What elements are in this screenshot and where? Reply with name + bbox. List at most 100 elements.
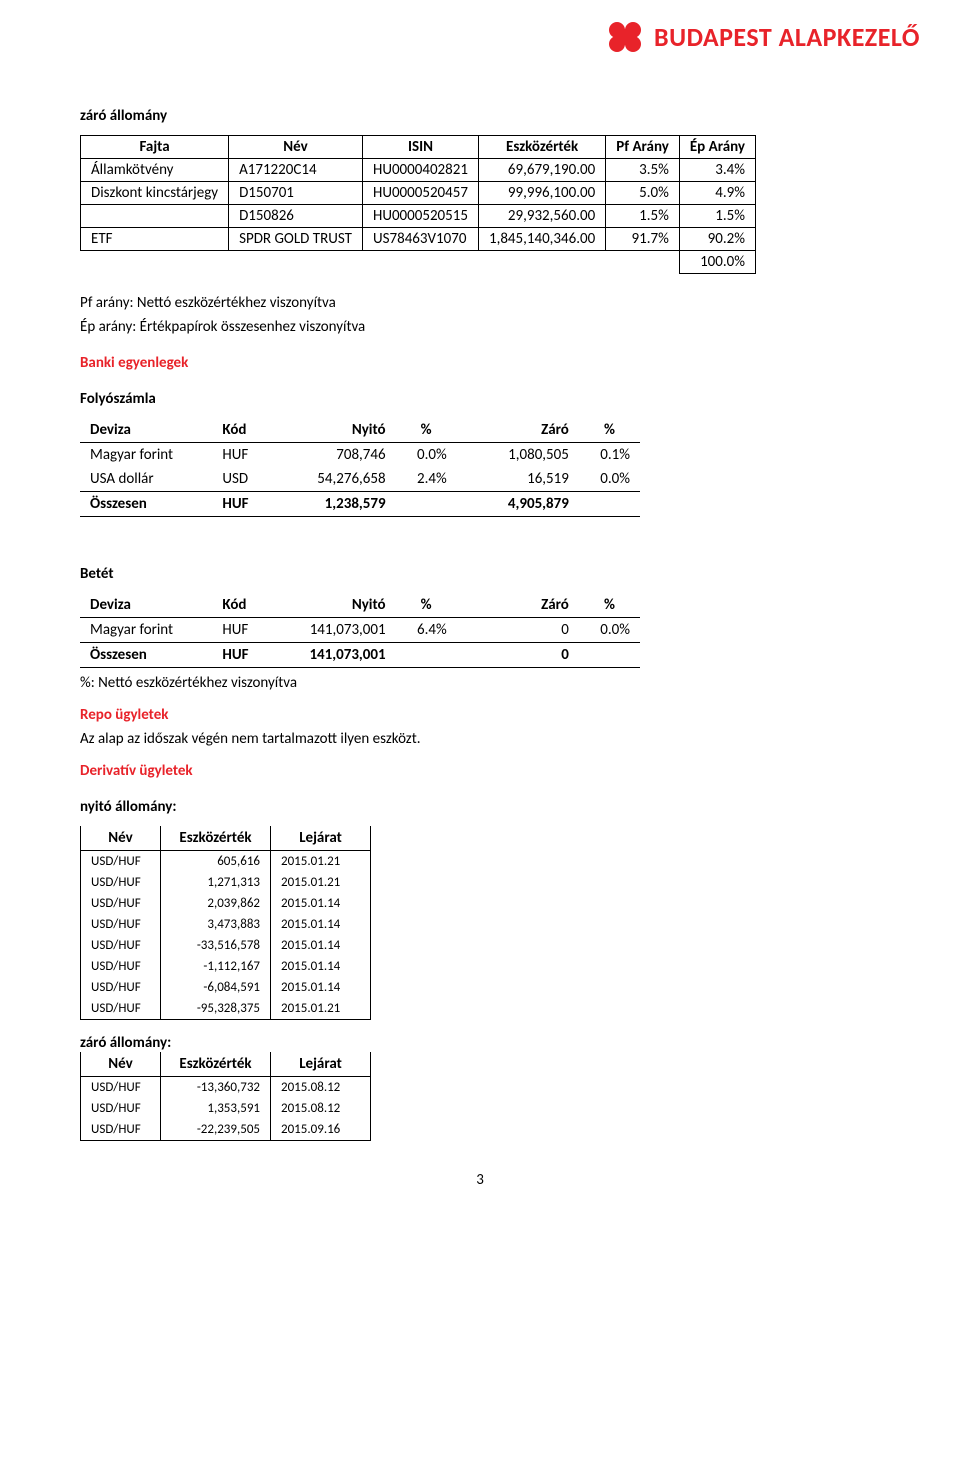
table-header-row: Név Eszközérték Lejárat — [81, 1052, 371, 1077]
cell-lej: 2015.01.21 — [271, 851, 371, 873]
col-lej: Lejárat — [271, 1052, 371, 1077]
col-nev: Név — [229, 136, 363, 159]
col-eszk: Eszközérték — [161, 1052, 271, 1077]
cell-zaro: 0 — [457, 618, 579, 643]
cell-nev: USD/HUF — [81, 998, 161, 1020]
table-row: USA dollárUSD54,276,6582.4%16,5190.0% — [80, 467, 640, 492]
col-eszk: Eszközérték — [161, 826, 271, 851]
cell-sum-zaro: 4,905,879 — [457, 492, 579, 517]
table-row: USD/HUF605,6162015.01.21 — [81, 851, 371, 873]
cell-fajta — [81, 205, 229, 228]
cell-deviza: Magyar forint — [80, 443, 212, 468]
cell-nev: A171220C14 — [229, 159, 363, 182]
table-row: USD/HUF-13,360,7322015.08.12 — [81, 1077, 371, 1099]
cell-nyito: 708,746 — [273, 443, 395, 468]
table-header-row: Név Eszközérték Lejárat — [81, 826, 371, 851]
cell-lej: 2015.09.16 — [271, 1119, 371, 1141]
cell-eszk: 2,039,862 — [161, 893, 271, 914]
cell-nyito: 141,073,001 — [273, 618, 395, 643]
cell-pf: 91.7% — [606, 228, 680, 251]
col-npc: % — [396, 418, 457, 443]
cell-fajta: Államkötvény — [81, 159, 229, 182]
cell-npc: 0.0% — [396, 443, 457, 468]
col-pf: Pf Arány — [606, 136, 680, 159]
cell-fajta: Diszkont kincstárjegy — [81, 182, 229, 205]
cell-deviza: Magyar forint — [80, 618, 212, 643]
cell-sum-nyito: 141,073,001 — [273, 643, 395, 668]
table-row: D150826HU000052051529,932,560.001.5%1.5% — [81, 205, 756, 228]
cell-lej: 2015.08.12 — [271, 1098, 371, 1119]
table-sum-row: ÖsszesenHUF141,073,0010 — [80, 643, 640, 668]
deriv-nyito-table: Név Eszközérték Lejárat USD/HUF605,61620… — [80, 826, 371, 1020]
cell-eszk: 29,932,560.00 — [478, 205, 605, 228]
col-kod: Kód — [212, 593, 273, 618]
cell-isin: US78463V1070 — [362, 228, 478, 251]
betet-table: Deviza Kód Nyitó % Záró % Magyar forintH… — [80, 593, 640, 668]
cell-lej: 2015.01.21 — [271, 872, 371, 893]
table-header-row: Deviza Kód Nyitó % Záró % — [80, 418, 640, 443]
table-row: USD/HUF-33,516,5782015.01.14 — [81, 935, 371, 956]
table-header-row: Deviza Kód Nyitó % Záró % — [80, 593, 640, 618]
cell-lej: 2015.01.14 — [271, 956, 371, 977]
col-npc: % — [396, 593, 457, 618]
table-row: ETFSPDR GOLD TRUSTUS78463V10701,845,140,… — [81, 228, 756, 251]
cell-eszk: 99,996,100.00 — [478, 182, 605, 205]
cell-isin: HU0000520457 — [362, 182, 478, 205]
cell-npc: 6.4% — [396, 618, 457, 643]
cell-eszk: -13,360,732 — [161, 1077, 271, 1099]
col-nyito: Nyitó — [273, 418, 395, 443]
cell-lej: 2015.01.14 — [271, 977, 371, 998]
col-zaro: Záró — [457, 418, 579, 443]
cell-sum-kod: HUF — [212, 643, 273, 668]
cell-lej: 2015.01.14 — [271, 914, 371, 935]
col-nev: Név — [81, 1052, 161, 1077]
repo-title: Repo ügyletek — [80, 706, 880, 724]
table-total-row: 100.0% — [81, 251, 756, 274]
cell-nev: D150826 — [229, 205, 363, 228]
folyo-title: Folyószámla — [80, 390, 880, 408]
cell-kod: HUF — [212, 443, 273, 468]
cell-zpc: 0.0% — [579, 467, 640, 492]
cell-ep: 4.9% — [679, 182, 755, 205]
cell-lej: 2015.01.21 — [271, 998, 371, 1020]
col-kod: Kód — [212, 418, 273, 443]
cell-nev: D150701 — [229, 182, 363, 205]
cell-fajta: ETF — [81, 228, 229, 251]
table-row: Magyar forintHUF141,073,0016.4%00.0% — [80, 618, 640, 643]
deriv-title: Derivatív ügyletek — [80, 762, 880, 780]
cell-zpc: 0.0% — [579, 618, 640, 643]
cell-nyito: 54,276,658 — [273, 467, 395, 492]
cell-zaro: 1,080,505 — [457, 443, 579, 468]
cell-lej: 2015.01.14 — [271, 893, 371, 914]
table-row: USD/HUF3,473,8832015.01.14 — [81, 914, 371, 935]
cell-nev: SPDR GOLD TRUST — [229, 228, 363, 251]
cell-eszk: 1,271,313 — [161, 872, 271, 893]
col-fajta: Fajta — [81, 136, 229, 159]
col-eszk: Eszközérték — [478, 136, 605, 159]
cell-eszk: -1,112,167 — [161, 956, 271, 977]
cell-deviza: USA dollár — [80, 467, 212, 492]
cell-ep: 3.4% — [679, 159, 755, 182]
table-row: USD/HUF1,353,5912015.08.12 — [81, 1098, 371, 1119]
cell-sum-kod: HUF — [212, 492, 273, 517]
cell-isin: HU0000402821 — [362, 159, 478, 182]
cell-kod: HUF — [212, 618, 273, 643]
table-row: Diszkont kincstárjegyD150701HU0000520457… — [81, 182, 756, 205]
brand-logo: BUDAPEST ALAPKEZELŐ — [606, 20, 920, 54]
cell-pf: 3.5% — [606, 159, 680, 182]
cell-pf: 1.5% — [606, 205, 680, 228]
zaro-footnote-1: Pf arány: Nettó eszközértékhez viszonyít… — [80, 294, 880, 312]
cell-kod: USD — [212, 467, 273, 492]
repo-text: Az alap az időszak végén nem tartalmazot… — [80, 730, 880, 748]
document-header: BUDAPEST ALAPKEZELŐ — [0, 0, 960, 89]
col-lej: Lejárat — [271, 826, 371, 851]
deriv-zaro-table: Név Eszközérték Lejárat USD/HUF-13,360,7… — [80, 1052, 371, 1141]
cell-eszk: 605,616 — [161, 851, 271, 873]
col-isin: ISIN — [362, 136, 478, 159]
cell-nev: USD/HUF — [81, 1119, 161, 1141]
cell-nev: USD/HUF — [81, 977, 161, 998]
cell-nev: USD/HUF — [81, 851, 161, 873]
cell-isin: HU0000520515 — [362, 205, 478, 228]
cell-sum-label: Összesen — [80, 643, 212, 668]
table-row: Magyar forintHUF708,7460.0%1,080,5050.1% — [80, 443, 640, 468]
